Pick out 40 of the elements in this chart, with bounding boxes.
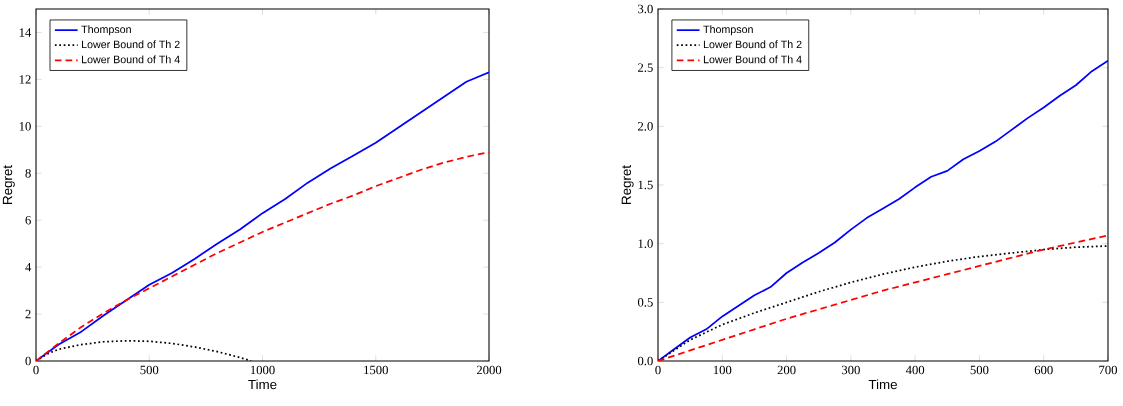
x-tick-label: 500	[140, 365, 159, 375]
x-tick-label: 0	[33, 365, 39, 375]
x-tick-label: 100	[713, 365, 732, 375]
y-tick-label: 12	[19, 75, 31, 84]
y-tick-label: 1.5	[638, 180, 653, 190]
legend-label: Lower Bound of Th 2	[82, 40, 180, 49]
y-tick-label: 3.0	[638, 4, 653, 14]
line-series	[36, 71, 490, 361]
y-tick-label: 0.5	[637, 298, 653, 307]
x-axis-title: Time	[248, 379, 277, 390]
x-axis-title: Time	[868, 379, 897, 390]
legend-label: Thompson	[81, 25, 131, 36]
y-tick-label: 1.0	[638, 239, 653, 248]
legend-label: Lower Bound of Th 4	[703, 55, 802, 64]
x-tick-label: 1500	[364, 365, 388, 375]
x-tick-label: 300	[841, 365, 860, 375]
x-tick-label: 500	[970, 365, 989, 375]
legend-label: Thompson	[703, 25, 753, 36]
y-axis-title: Regret	[2, 165, 15, 204]
y-tick-label: 2	[25, 309, 31, 319]
legend-label: Lower Bound of Th 2	[703, 40, 802, 49]
y-tick-label: 6	[25, 215, 31, 225]
legend-label: Lower Bound of Th 4	[82, 55, 180, 64]
x-tick-label: 700	[1099, 365, 1118, 375]
y-tick-label: 0.0	[637, 356, 653, 366]
y-tick-label: 2.5	[638, 63, 653, 72]
x-tick-label: 400	[905, 365, 925, 375]
line-series	[36, 151, 490, 361]
x-tick-label: 200	[777, 365, 796, 375]
x-tick-label: 600	[1034, 365, 1053, 375]
y-axis-title: Regret	[621, 165, 634, 204]
y-tick-label: 8	[25, 168, 31, 178]
y-tick-label: 0	[25, 356, 31, 366]
x-tick-label: 2000	[476, 365, 502, 375]
y-tick-label: 4	[25, 262, 32, 272]
x-tick-label: 0	[655, 365, 661, 375]
y-tick-label: 10	[19, 122, 31, 131]
y-tick-label: 14	[19, 28, 32, 37]
x-tick-label: 1000	[250, 365, 275, 375]
y-tick-label: 2.0	[638, 122, 653, 131]
